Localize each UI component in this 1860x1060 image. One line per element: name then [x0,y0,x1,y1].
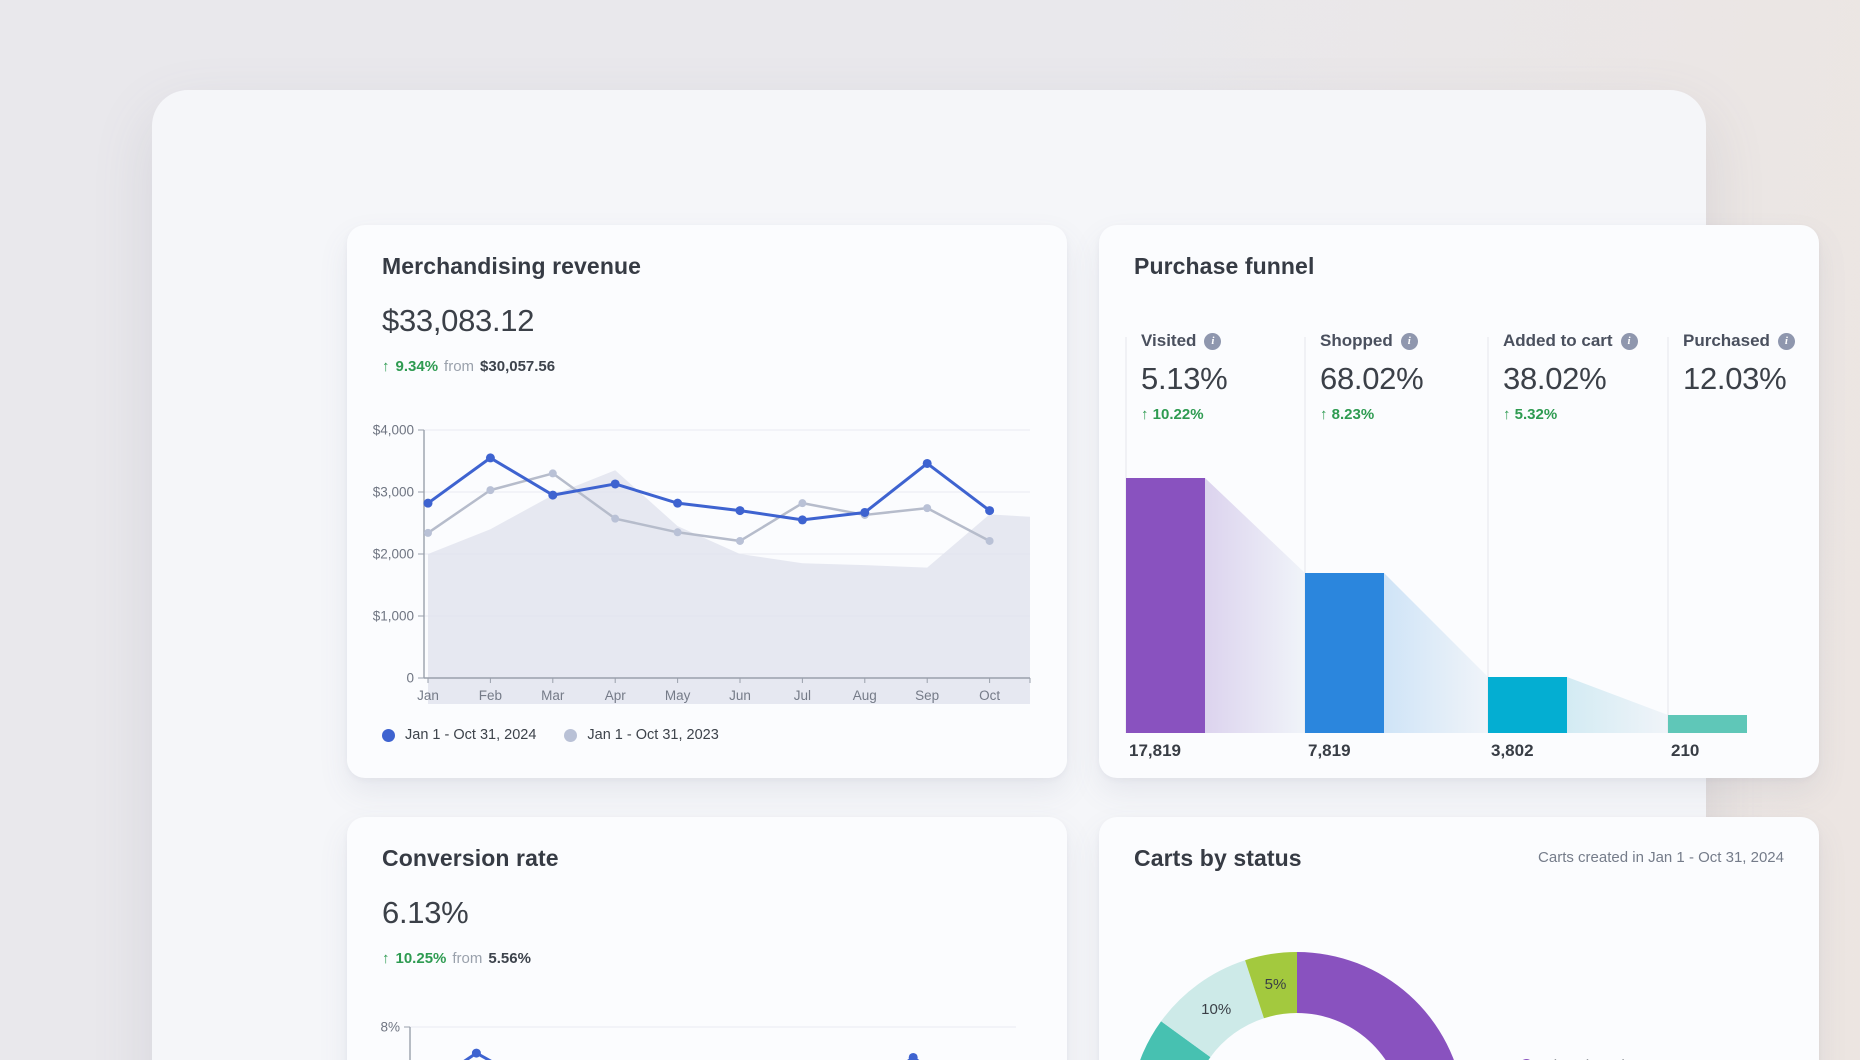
conversion-line-chart: 8%6%4% [380,1020,1016,1060]
legend-item-abandoned: Abandoned carts [1520,1055,1770,1060]
svg-text:Jul: Jul [794,688,811,703]
delta-from-label: from [452,950,483,967]
svg-text:Feb: Feb [479,688,502,703]
stage-label: Purchased [1683,331,1770,350]
carts-by-status-card: Carts by status Carts created in Jan 1 -… [1099,817,1819,1060]
revenue-delta: ↑ 9.34% from $30,057.56 [382,358,555,375]
card-subtitle: Carts created in Jan 1 - Oct 31, 2024 [1538,849,1784,866]
svg-text:Mar: Mar [541,688,565,703]
stage-label: Shopped [1320,331,1393,350]
stage-label: Visited [1141,331,1197,350]
revenue-value: $33,083.12 [382,303,535,338]
up-arrow-icon: ↑ [382,358,390,375]
stage-rate: 38.02% [1503,361,1607,396]
legend-label: Jan 1 - Oct 31, 2023 [587,727,719,743]
up-arrow-icon: ↑ [382,950,390,967]
legend-dot-2024 [382,728,395,742]
revenue-line-chart: Jan Feb Mar Apr May Jun Jul Aug Sep Oct $4,000 $3,0… [373,423,1031,704]
funnel-stage-added-to-cart: Added to cart i 38.02% ↑ 5.32% [1488,331,1666,423]
card-title: Merchandising revenue [382,253,642,279]
legend-label: Abandoned carts [1543,1055,1664,1060]
conversion-rate-card: Conversion rate 6.13% ↑ 10.25% from 5.56… [347,817,1067,1060]
stage-label: Added to cart [1503,331,1613,350]
info-icon[interactable]: i [1204,332,1222,350]
legend-label: Jan 1 - Oct 31, 2024 [405,727,537,743]
svg-text:210: 210 [1671,741,1699,760]
stage-rate: 68.02% [1320,361,1424,396]
purchase-funnel-card: Purchase funnel 17,819 7,819 3,802 210 Visi… [1099,225,1819,778]
revenue-legend: Jan 1 - Oct 31, 2024 Jan 1 - Oct 31, 202… [382,727,719,743]
info-icon[interactable]: i [1620,332,1638,350]
info-icon[interactable]: i [1400,332,1418,350]
funnel-stage-visited: Visited i 5.13% ↑ 10.22% [1126,331,1304,423]
svg-text:Jun: Jun [729,688,751,703]
svg-text:$3,000: $3,000 [373,485,414,500]
info-icon[interactable]: i [1777,332,1795,350]
conversion-value: 6.13% [382,895,469,930]
svg-text:10%: 10% [1201,1001,1231,1018]
legend-item-2024: Jan 1 - Oct 31, 2024 [382,727,536,743]
stage-rate: 5.13% [1141,361,1228,396]
svg-text:0: 0 [406,671,414,686]
previous-value: 5.56% [488,950,531,967]
svg-text:Jan: Jan [417,688,439,703]
svg-text:$4,000: $4,000 [373,423,414,438]
svg-text:May: May [665,688,691,703]
svg-text:Oct: Oct [979,688,1000,703]
svg-text:7,819: 7,819 [1308,741,1351,760]
funnel-stage-shopped: Shopped i 68.02% ↑ 8.23% [1305,331,1483,423]
delta-percent: 10.25% [395,950,447,967]
previous-value: $30,057.56 [480,358,556,375]
legend-item-2023: Jan 1 - Oct 31, 2023 [564,727,719,743]
stage-rate: 12.03% [1683,361,1787,396]
legend-dot-2023 [564,728,578,742]
svg-text:$1,000: $1,000 [373,609,414,624]
delta-percent: 9.34% [395,358,439,375]
funnel-bar-chart: 17,819 7,819 3,802 210 [1125,337,1747,760]
stage-delta: ↑ 5.32% [1503,406,1558,423]
svg-text:Apr: Apr [605,688,627,703]
svg-text:17,819: 17,819 [1129,741,1181,760]
svg-text:Sep: Sep [915,688,939,703]
svg-text:3,802: 3,802 [1491,741,1534,760]
card-title: Purchase funnel [1134,253,1315,279]
funnel-stage-purchased: Purchased i 12.03% [1668,331,1819,397]
delta-from-label: from [444,358,475,375]
svg-text:5%: 5% [1265,976,1287,993]
svg-text:$2,000: $2,000 [373,547,414,562]
merchandising-revenue-card: Merchandising revenue $33,083.12 ↑ 9.34%… [347,225,1067,778]
stage-delta: ↑ 8.23% [1320,406,1375,423]
svg-text:8%: 8% [380,1020,400,1035]
stage-delta: ↑ 10.22% [1141,406,1204,423]
card-title: Conversion rate [382,845,559,871]
carts-legend: Abandoned carts Converted carts that wer… [1520,1055,1770,1060]
dashboard-panel: Merchandising revenue $33,083.12 ↑ 9.34%… [152,90,1819,1060]
card-title: Carts by status [1134,845,1302,871]
svg-text:Aug: Aug [853,688,877,703]
conversion-delta: ↑ 10.25% from 5.56% [382,950,531,967]
